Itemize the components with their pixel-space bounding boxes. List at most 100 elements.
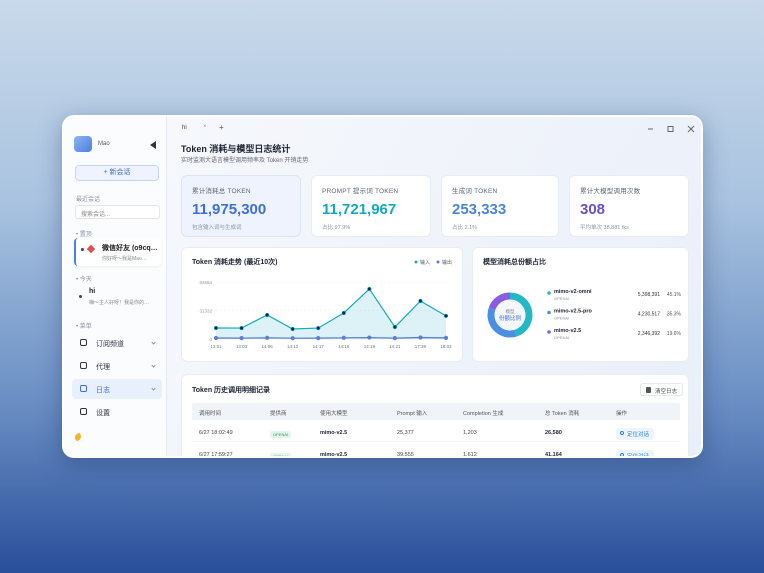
legend-swatch xyxy=(547,330,551,334)
legend-swatch xyxy=(547,310,551,315)
card-title: 累计大模型调用次数 xyxy=(580,188,641,195)
series-area xyxy=(216,288,446,339)
chat-item[interactable]: 微信好友 (o9cq… 你好呀～我是Mao… xyxy=(74,238,161,266)
x-tick-label: 14:03 xyxy=(236,344,248,349)
nav-icon xyxy=(80,362,87,369)
data-point xyxy=(392,324,397,330)
token-count: 4,230,517 xyxy=(638,312,660,318)
table-cell: 1,612 xyxy=(463,452,477,458)
table-cell: mimo-v2.5 xyxy=(320,452,348,458)
column-header: Prompt 输入 xyxy=(397,411,428,417)
table-title: Token 历史调用明细记录 xyxy=(192,387,271,394)
model-name: mimo-v2.5 xyxy=(554,328,581,334)
card-title: 累计消耗总 TOKEN xyxy=(192,188,251,195)
page-title: Token 消耗与模型日志统计 xyxy=(181,144,291,154)
share-label: 35.3% xyxy=(667,312,682,318)
card-note: 占比 2.1% xyxy=(452,225,478,231)
today-label: 今天 xyxy=(79,277,92,283)
column-header: 使用大模型 xyxy=(320,411,348,417)
table-cell: 6/27 18:02:49 xyxy=(199,430,233,436)
center-label: 份额比例 xyxy=(499,314,522,322)
column-header: 调用时间 xyxy=(199,411,222,417)
logo xyxy=(74,136,92,152)
center-label: 模型 xyxy=(506,308,515,315)
legend-label: 输入 xyxy=(420,259,430,266)
column-header: 操作 xyxy=(616,411,628,417)
clear-label: 清空日志 xyxy=(655,389,678,395)
donut-segment xyxy=(488,292,511,311)
chat-title: hi xyxy=(89,288,96,295)
data-point xyxy=(418,335,423,340)
table-cell: 26,580 xyxy=(545,430,562,436)
stat-card: PROMPT 提示词 TOKEN 11,721,967 占比 97.9% xyxy=(311,175,431,237)
tab-close[interactable]: × xyxy=(203,124,207,130)
x-tick-label: 17:39 xyxy=(415,344,427,349)
x-tick-label: 14:18 xyxy=(338,344,350,349)
card-note: 包含输入词与生成词 xyxy=(192,225,242,231)
chat-item[interactable]: hi 嗨～主人好呀！我是你的… xyxy=(74,283,161,309)
token-count: 5,398,391 xyxy=(638,292,660,298)
table-cell: mimo-v2.5 xyxy=(320,430,348,436)
nav-item[interactable]: 设置 xyxy=(72,402,162,422)
card-title: 生成词 TOKEN xyxy=(452,188,498,195)
table-cell: 1,203 xyxy=(463,430,477,436)
provider: OPENAI xyxy=(554,335,569,340)
nav-label: 代理 xyxy=(96,364,110,371)
data-point xyxy=(265,312,270,318)
series-line xyxy=(215,288,447,330)
table-cell: OPENAI xyxy=(270,430,292,438)
nav-item[interactable]: 订阅频道 xyxy=(72,333,162,353)
app-window: Mao + 新会话 最近会话 搜索会话... • 置顶 微信好友 (o9cq… … xyxy=(62,115,703,458)
data-point xyxy=(443,313,449,319)
card-value: 308 xyxy=(580,201,606,218)
x-tick-label: 13:51 xyxy=(210,344,222,349)
search-input[interactable]: 搜索会话... xyxy=(75,205,160,219)
chart-title: 模型消耗总份额占比 xyxy=(483,257,546,266)
theme-toggle[interactable] xyxy=(75,433,84,442)
search-icon xyxy=(620,431,624,435)
data-point xyxy=(341,310,346,316)
nav-item[interactable]: 代理 xyxy=(72,356,162,376)
clear-button[interactable]: 清空日志 xyxy=(640,383,684,396)
stat-card: 累计消耗总 TOKEN 11,975,300 包含输入词与生成词 xyxy=(181,175,301,237)
y-tick-label: 62664 xyxy=(199,280,212,285)
x-tick-label: 14:17 xyxy=(313,344,325,349)
card-value: 11,721,967 xyxy=(322,201,397,218)
x-tick-label: 14:12 xyxy=(287,344,299,349)
search-icon xyxy=(620,453,624,456)
data-point xyxy=(316,325,321,331)
trend-panel: Token 消耗走势 (最近10次) 0 31332 62664 13:51 14:03 1… xyxy=(181,247,463,362)
locate-button[interactable]: 定位对话 xyxy=(616,428,655,440)
menu-label: 菜单 xyxy=(79,324,92,330)
x-tick-label: 18:02 xyxy=(440,344,452,349)
provider: OPENAI xyxy=(554,296,569,301)
data-point xyxy=(239,325,244,331)
trash-icon xyxy=(646,387,651,393)
user-name: Mao xyxy=(98,141,110,147)
locate-button[interactable]: 定位对话 xyxy=(616,450,655,456)
data-point xyxy=(367,286,372,292)
table-cell: OPENAI xyxy=(270,452,292,456)
chevron xyxy=(151,386,156,391)
data-point xyxy=(392,335,397,341)
chevron xyxy=(151,340,156,345)
table-cell: 41,164 xyxy=(545,452,562,458)
collapse-icon[interactable] xyxy=(150,141,157,149)
window-controls[interactable] xyxy=(647,125,703,133)
x-tick-label: 14:21 xyxy=(389,344,401,349)
new-chat-button[interactable]: + 新会话 xyxy=(75,165,159,181)
tab-title[interactable]: hi xyxy=(182,125,187,131)
model-name: mimo-v2.5-pro xyxy=(554,309,593,315)
tab-add[interactable]: + xyxy=(219,123,224,132)
table-cell: 25,377 xyxy=(397,430,414,436)
stat-card: 生成词 TOKEN 253,333 占比 2.1% xyxy=(441,175,559,237)
data-point xyxy=(341,335,346,340)
nav-item[interactable]: 日志 xyxy=(72,379,162,399)
legend-swatch xyxy=(414,260,418,264)
card-note: 占比 97.9% xyxy=(322,225,351,231)
card-note: 平均单次 38,881 tks xyxy=(580,225,629,231)
data-point xyxy=(290,326,295,332)
nav-icon xyxy=(80,385,87,392)
data-point xyxy=(265,335,270,340)
